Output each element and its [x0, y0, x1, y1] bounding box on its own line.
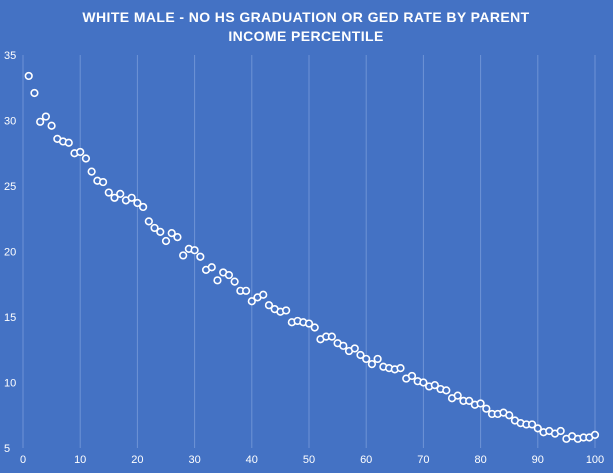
x-tick-label-60: 60 — [360, 454, 372, 466]
y-axis-tick-labels: 5 10 15 20 25 30 35 — [4, 50, 16, 455]
data-point — [76, 147, 85, 157]
data-point — [590, 430, 600, 440]
data-point — [150, 223, 159, 233]
data-point — [196, 252, 205, 261]
data-point — [247, 297, 256, 306]
data-point — [259, 290, 268, 299]
chart-title-line-2: INCOME PERCENTILE — [228, 28, 383, 44]
data-point — [556, 426, 565, 436]
data-point — [482, 404, 491, 413]
data-point — [41, 112, 50, 121]
data-point — [116, 189, 125, 198]
data-point — [241, 286, 251, 295]
data-point — [407, 371, 417, 381]
data-point — [419, 378, 428, 387]
data-point — [133, 198, 142, 208]
data-point — [505, 411, 514, 420]
data-point — [310, 323, 319, 332]
x-tick-label-50: 50 — [303, 454, 315, 466]
data-point — [81, 154, 91, 163]
data-point — [362, 354, 371, 364]
data-point — [264, 301, 274, 310]
data-point — [167, 229, 176, 238]
data-point — [430, 381, 439, 390]
x-tick-label-100: 100 — [586, 454, 604, 466]
data-point — [373, 354, 382, 364]
data-point — [24, 71, 33, 81]
data-point — [110, 193, 119, 202]
x-tick-label-40: 40 — [246, 454, 258, 466]
gridlines — [22, 55, 596, 448]
data-point — [465, 396, 474, 405]
data-point — [533, 424, 542, 433]
data-point — [527, 420, 537, 429]
data-point — [139, 202, 148, 212]
data-point — [230, 277, 239, 286]
x-axis-tick-labels: 0 10 20 30 40 50 60 70 80 90 100 — [20, 454, 604, 466]
chart-title-line-1: WHITE MALE - NO HS GRADUATION OR GED RAT… — [82, 9, 529, 25]
data-point — [367, 360, 377, 369]
data-point — [161, 236, 171, 246]
data-point — [282, 306, 291, 315]
x-tick-label-80: 80 — [474, 454, 486, 466]
x-tick-label-30: 30 — [188, 454, 200, 466]
data-point — [104, 188, 113, 197]
x-tick-label-0: 0 — [20, 454, 26, 466]
data-point — [207, 263, 216, 272]
data-point — [144, 217, 153, 226]
data-point — [173, 232, 182, 242]
data-point — [224, 270, 234, 280]
y-tick-label-30: 30 — [4, 116, 16, 128]
data-point — [327, 332, 336, 341]
data-point — [453, 391, 462, 400]
data-point — [30, 88, 39, 98]
data-point — [156, 227, 165, 236]
y-tick-label-20: 20 — [4, 247, 16, 259]
data-point — [304, 319, 314, 328]
data-point — [190, 246, 199, 255]
data-point — [396, 363, 405, 373]
x-tick-label-10: 10 — [74, 454, 86, 466]
y-tick-label-25: 25 — [4, 181, 16, 193]
data-points — [24, 71, 600, 443]
data-point — [339, 341, 348, 350]
y-tick-label-10: 10 — [4, 378, 16, 390]
data-point — [98, 177, 108, 187]
x-tick-label-70: 70 — [417, 454, 429, 466]
data-point — [213, 276, 222, 285]
data-point — [476, 399, 485, 408]
y-tick-label-5: 5 — [4, 443, 10, 455]
data-point — [36, 117, 45, 126]
data-point — [64, 138, 73, 147]
data-point — [442, 386, 451, 395]
y-tick-label-35: 35 — [4, 50, 16, 62]
data-point — [350, 344, 359, 353]
data-point — [179, 251, 188, 260]
data-point — [356, 350, 365, 360]
data-point — [87, 167, 96, 176]
x-tick-label-90: 90 — [532, 454, 544, 466]
data-point — [127, 193, 136, 202]
y-tick-label-15: 15 — [4, 312, 16, 324]
data-point — [47, 121, 56, 130]
x-tick-label-20: 20 — [131, 454, 143, 466]
